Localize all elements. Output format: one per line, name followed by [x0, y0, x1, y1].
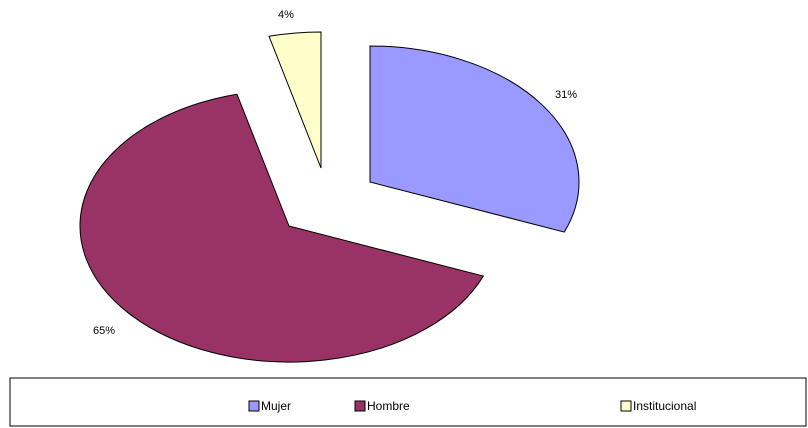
slice-label-mujer: 31%: [555, 89, 577, 101]
legend: Mujer Hombre Institucional: [9, 377, 807, 427]
legend-label-institucional: Institucional: [633, 399, 696, 413]
legend-label-mujer: Mujer: [261, 399, 291, 413]
pie-slices: [79, 31, 580, 363]
legend-swatch-institucional: [620, 400, 632, 412]
slice-label-hombre: 65%: [93, 325, 115, 337]
slice-labels: 31% 65% 4%: [93, 9, 577, 337]
slice-label-institucional: 4%: [278, 9, 294, 21]
legend-box: [9, 377, 807, 427]
pie-slice-hombre: [79, 93, 485, 363]
legend-swatch-hombre: [354, 400, 366, 412]
pie-slice-mujer: [369, 45, 580, 233]
legend-label-hombre: Hombre: [367, 399, 410, 413]
pie-slice-institucional: [268, 31, 322, 169]
legend-swatch-mujer: [248, 400, 260, 412]
